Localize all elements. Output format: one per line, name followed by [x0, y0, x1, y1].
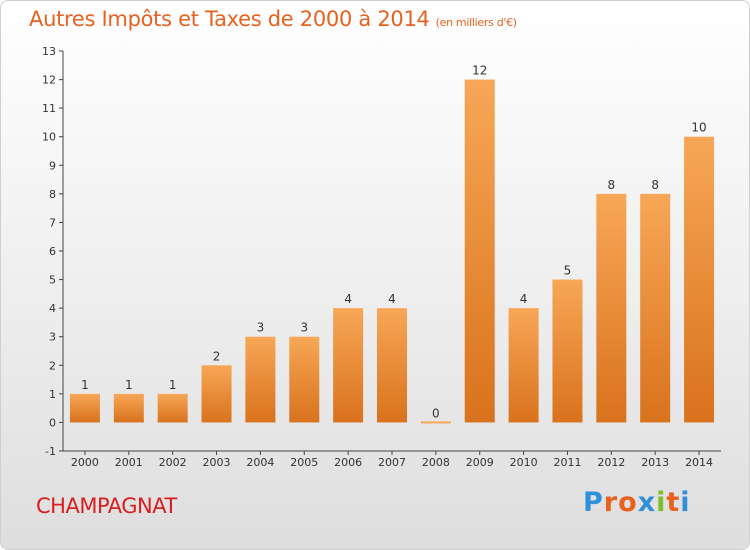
- bar: [157, 393, 188, 423]
- bar: [508, 308, 539, 423]
- data-label: 8: [651, 178, 659, 192]
- bar: [377, 308, 407, 423]
- x-tick-label: 2005: [290, 456, 318, 469]
- y-tick-label: 12: [42, 74, 56, 87]
- bar: [464, 79, 495, 423]
- bar: [420, 421, 451, 424]
- x-tick-label: 2008: [422, 456, 450, 469]
- y-tick-label: 4: [49, 302, 56, 315]
- data-label: 4: [388, 292, 396, 306]
- logo-letter: x: [637, 487, 657, 518]
- data-label: 12: [472, 64, 487, 78]
- x-tick-label: 2002: [159, 456, 187, 469]
- y-tick-label: 5: [49, 274, 56, 287]
- bar: [552, 279, 583, 423]
- y-tick-label: 2: [49, 359, 56, 372]
- y-tick-label: 9: [49, 159, 56, 172]
- chart-title: Autres Impôts et Taxes de 2000 à 2014 (en…: [29, 7, 517, 31]
- bar: [640, 193, 671, 423]
- commune-name: CHAMPAGNAT: [36, 494, 177, 518]
- y-tick-label: 6: [49, 245, 56, 258]
- chart-title-text: Autres Impôts et Taxes de 2000 à 2014: [29, 7, 430, 31]
- x-tick-label: 2014: [685, 456, 713, 469]
- data-label: 3: [300, 321, 308, 335]
- data-label: 1: [169, 378, 177, 392]
- data-label: 3: [257, 321, 265, 335]
- data-label: 4: [344, 292, 352, 306]
- bar: [596, 193, 627, 423]
- data-label: 1: [125, 378, 133, 392]
- y-tick-label: 3: [49, 331, 56, 344]
- x-tick-label: 2006: [334, 456, 362, 469]
- bar: [289, 336, 320, 423]
- logo-letter: o: [618, 487, 638, 518]
- y-tick-label: 11: [42, 102, 56, 115]
- x-tick-label: 2009: [466, 456, 494, 469]
- logo-letter: i: [680, 487, 691, 518]
- y-tick-label: 1: [49, 388, 56, 401]
- x-tick-label: 2004: [246, 456, 274, 469]
- logo-letter: r: [603, 487, 619, 518]
- data-label: 8: [608, 178, 616, 192]
- bar: [684, 136, 715, 423]
- bar: [201, 365, 232, 423]
- bar: [245, 336, 276, 423]
- x-tick-label: 2000: [71, 456, 99, 469]
- data-label: 0: [432, 406, 440, 420]
- x-tick-label: 2003: [203, 456, 231, 469]
- y-tick-label: -1: [45, 445, 56, 458]
- x-tick-label: 2012: [597, 456, 625, 469]
- y-tick-label: 13: [42, 45, 56, 58]
- data-label: 10: [691, 121, 706, 135]
- logo-letter: i: [656, 487, 667, 518]
- x-tick-label: 2007: [378, 456, 406, 469]
- data-label: 1: [81, 378, 89, 392]
- y-tick-label: 0: [49, 416, 56, 429]
- bar: [333, 308, 364, 423]
- proxiti-logo[interactable]: Proxiti: [583, 487, 691, 518]
- data-label: 5: [564, 264, 572, 278]
- chart-unit: (en milliers d'€): [435, 16, 517, 29]
- data-label: 2: [213, 349, 221, 363]
- x-tick-label: 2010: [510, 456, 538, 469]
- data-label: 4: [520, 292, 528, 306]
- x-tick-label: 2013: [641, 456, 669, 469]
- logo-letter: t: [666, 487, 681, 518]
- y-tick-label: 7: [49, 216, 56, 229]
- y-tick-label: 8: [49, 188, 56, 201]
- bar: [113, 393, 144, 423]
- bar: [69, 393, 100, 423]
- x-tick-label: 2011: [553, 456, 581, 469]
- y-tick-label: 10: [42, 131, 56, 144]
- logo-letter: P: [583, 487, 604, 518]
- x-tick-label: 2001: [115, 456, 143, 469]
